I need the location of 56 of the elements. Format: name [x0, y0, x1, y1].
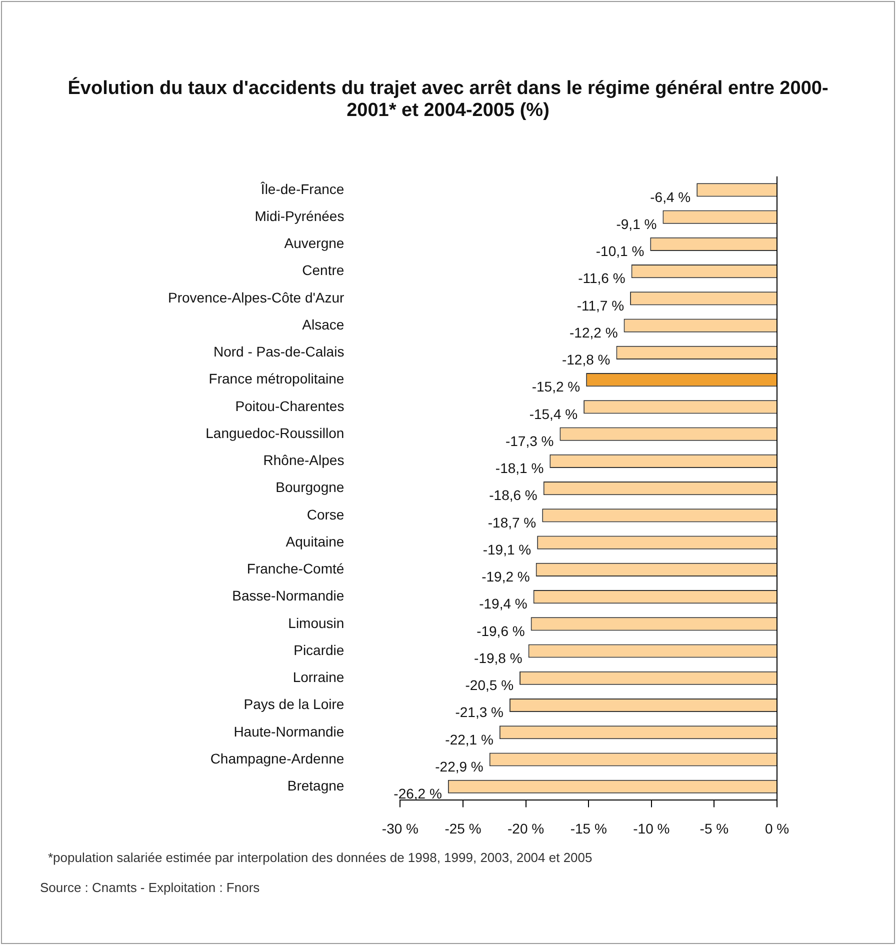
- y-tick-label: Picardie: [294, 642, 344, 658]
- y-tick-label: Aquitaine: [286, 533, 344, 550]
- y-tick-label: Centre: [302, 262, 344, 278]
- y-tick-label: Languedoc-Roussillon: [206, 424, 344, 441]
- y-tick-label: Lorraine: [292, 669, 344, 686]
- y-tick-label: France métropolitaine: [208, 370, 344, 387]
- y-tick-label: Corse: [306, 506, 344, 522]
- x-tick-label: -15 %: [570, 820, 607, 836]
- data-label: -21,3 %: [455, 704, 504, 720]
- data-label: -15,2 %: [532, 378, 580, 395]
- data-label: -18,7 %: [488, 514, 536, 530]
- data-label: -19,4 %: [479, 596, 528, 612]
- data-label: -19,6 %: [476, 622, 525, 639]
- data-label: -18,1 %: [495, 460, 544, 476]
- data-label: -18,6 %: [489, 487, 538, 504]
- y-tick-label: Pays de la Loire: [244, 696, 344, 712]
- text: *population salariée estimée par interpolation des données de 1998, 1999, 2003, 2004 et 2005: [48, 850, 592, 865]
- y-tick-label: Poitou-Charentes: [235, 398, 344, 414]
- data-label: -11,7 %: [576, 297, 624, 314]
- x-tick-label: 0 %: [764, 820, 790, 836]
- data-label: -22,9 %: [435, 758, 484, 774]
- y-tick-label: Rhône-Alpes: [263, 452, 344, 468]
- y-tick-label: Bourgogne: [276, 479, 344, 496]
- data-label: -26,2 %: [394, 786, 442, 802]
- x-tick-label: -30 %: [382, 820, 418, 836]
- data-label: -15,4 %: [529, 406, 578, 422]
- chart-title: Évolution du taux d'accidents du trajet avec arrêt dans le régime général entre 2000-2001* et 2004-2005 (%): [66, 78, 830, 122]
- data-label: -19,1 %: [482, 541, 532, 558]
- data-label: -22,1 %: [445, 731, 494, 748]
- y-tick-label: Champagne-Ardenne: [210, 750, 344, 766]
- x-tick-label: -20 %: [508, 820, 544, 836]
- y-tick-label: Bretagne: [287, 778, 344, 794]
- y-tick-label: Nord - Pas-de-Calais: [213, 344, 344, 360]
- data-label: -12,8 %: [562, 352, 610, 368]
- data-label: -9,1 %: [616, 216, 657, 232]
- y-tick-label: Haute-Normandie: [234, 723, 344, 740]
- data-label: -17,3 %: [505, 432, 554, 449]
- source-note: Source : Cnamts - Exploitation : Fnors: [40, 880, 260, 895]
- y-tick-label: Midi-Pyrénées: [254, 208, 344, 224]
- data-label: -6,4 %: [650, 188, 691, 205]
- data-label: -19,2 %: [482, 568, 530, 585]
- data-label: -19,8 %: [474, 650, 522, 666]
- y-tick-label: Basse-Normandie: [232, 588, 344, 604]
- y-tick-label: Auvergne: [284, 235, 344, 252]
- data-label: -11,6 %: [578, 270, 626, 286]
- y-tick-label: Franche-Comté: [246, 560, 344, 577]
- y-tick-label: Limousin: [288, 614, 344, 631]
- x-tick-label: -10 %: [633, 820, 670, 836]
- y-tick-label: Île-de-France: [260, 180, 344, 197]
- data-label: -20,5 %: [465, 677, 514, 694]
- data-label: -12,2 %: [570, 324, 618, 340]
- y-tick-label: Provence-Alpes-Côte d'Azur: [168, 289, 345, 306]
- x-tick-label: -25 %: [444, 820, 482, 836]
- y-tick-label: Alsace: [302, 316, 344, 332]
- data-label: -10,1 %: [596, 243, 644, 260]
- x-tick-label: -5 %: [700, 820, 729, 836]
